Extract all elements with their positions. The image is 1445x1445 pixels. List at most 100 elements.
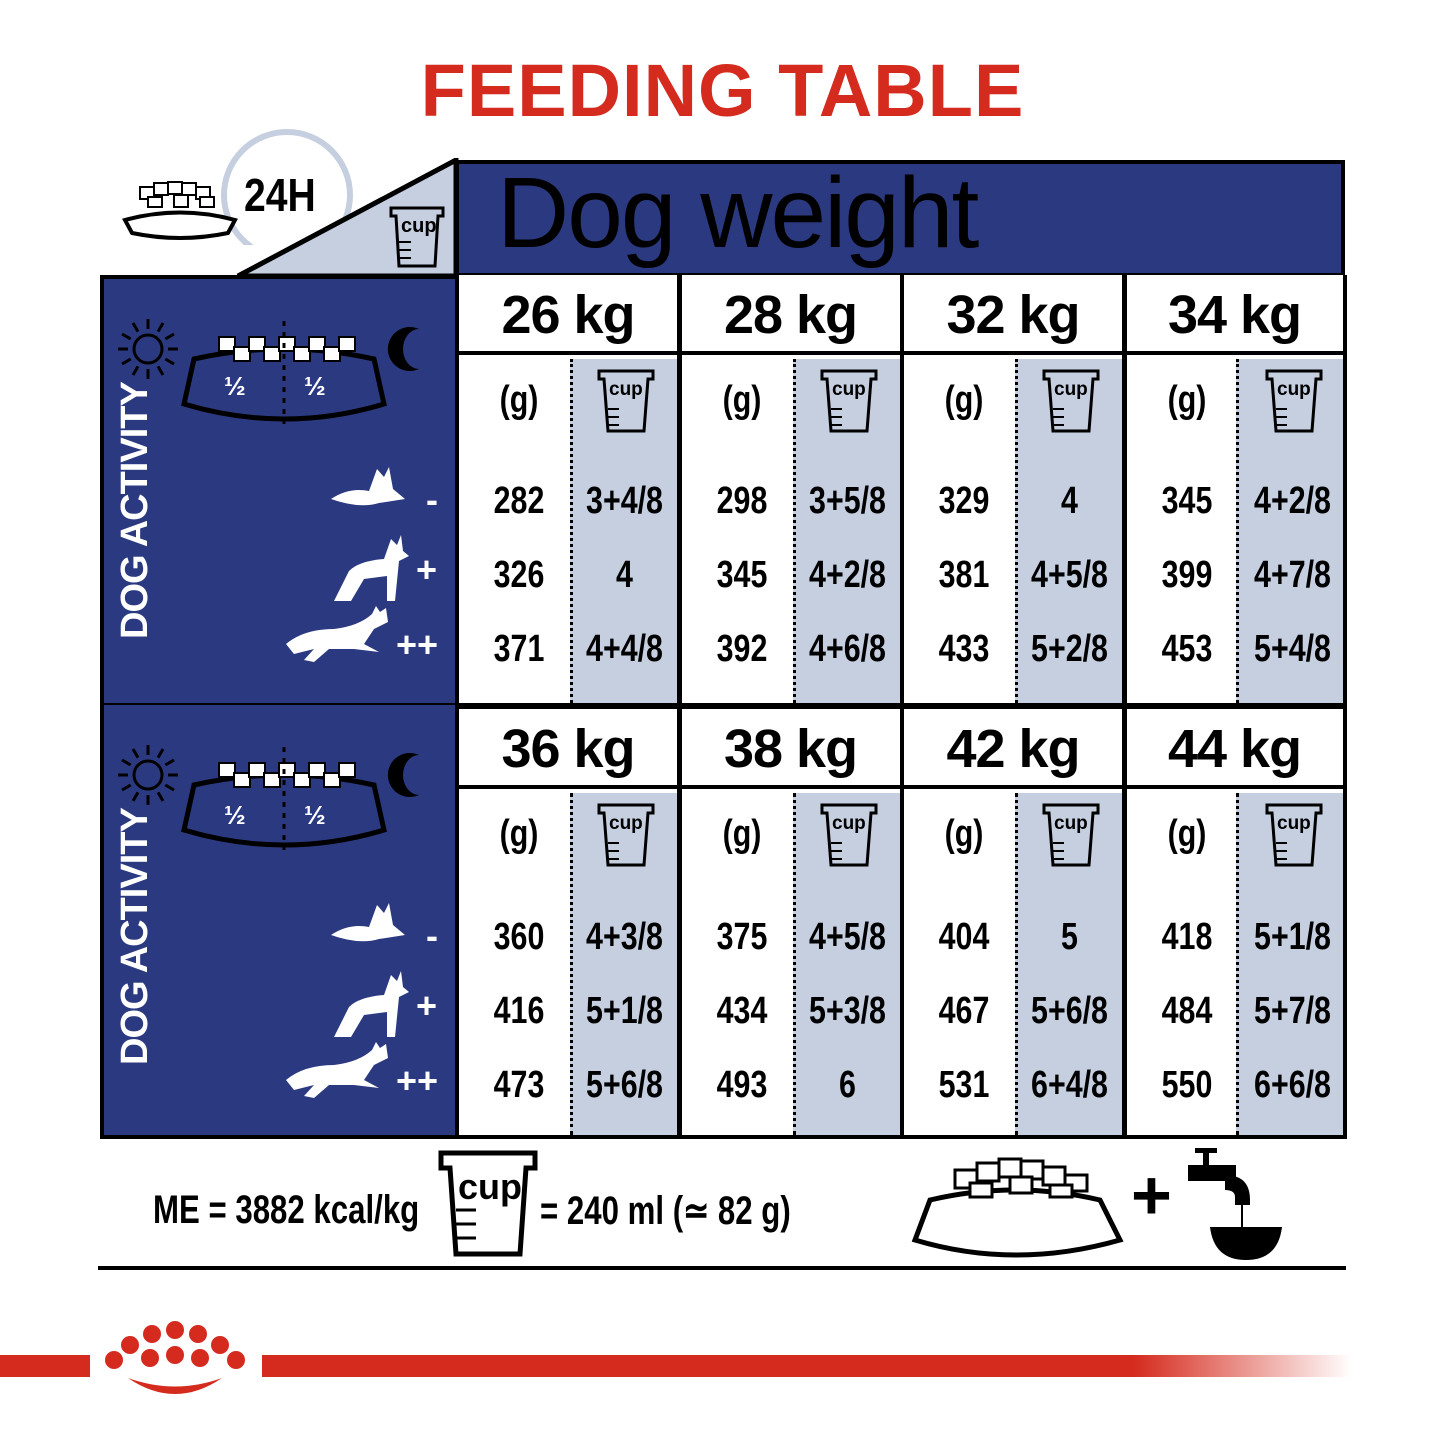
cups-value: 4+6/8 [808, 628, 886, 670]
weight-column: 42 kg (g) cup 404 5 467 5+6/8 531 6+4/8 [900, 705, 1126, 1139]
cups-value: 4+5/8 [808, 916, 886, 958]
cups-value: 6 [838, 1064, 856, 1106]
grams-value: 375 [716, 916, 767, 958]
weight-header: 32 kg [904, 275, 1122, 355]
activity-level-0: - [426, 915, 438, 956]
activity-level-1: + [416, 985, 438, 1026]
cups-value: 4+2/8 [808, 554, 886, 596]
footer-cup-label: cup [458, 1166, 523, 1207]
grams-column-header: (g) [1167, 379, 1206, 421]
royal-canin-crown-logo [105, 1321, 245, 1394]
activity-panel: ½ ½ DOG ACTIVITY - + ++ [100, 705, 457, 1139]
cups-value: 3+5/8 [808, 480, 886, 522]
plus-sign: + [1131, 1156, 1172, 1234]
grams-value: 531 [938, 1064, 990, 1106]
half-label-night: ½ [304, 371, 326, 401]
dog-activity-low-icon [331, 903, 405, 942]
brand-bar-right [262, 1355, 1352, 1377]
grams-value: 550 [1161, 1064, 1212, 1106]
grams-column-header: (g) [499, 379, 539, 421]
energy-value: ME = 3882 kcal/kg [153, 1188, 420, 1232]
cups-value: 5 [1061, 916, 1078, 958]
dog-activity-high-icon [286, 606, 388, 662]
cups-value: 5+1/8 [1253, 916, 1331, 958]
clock-bowl-icon [122, 129, 353, 245]
cup-column [792, 793, 900, 1135]
cup-icon: cup [1265, 369, 1323, 438]
weight-header: 28 kg [681, 275, 900, 355]
cups-value: 5+6/8 [1031, 990, 1108, 1032]
cup-icon: cup [1042, 369, 1100, 438]
grams-value: 433 [938, 628, 990, 670]
dog-activity-high-icon [286, 1042, 388, 1098]
grams-value: 467 [938, 990, 990, 1032]
activity-level-2: ++ [396, 1060, 439, 1101]
cup-icon: cup [820, 369, 878, 438]
cup-icon [438, 1150, 538, 1257]
cup-column [1015, 793, 1122, 1135]
half-label-day: ½ [224, 371, 246, 401]
grams-column-header: (g) [944, 813, 984, 855]
footer-divider [98, 1266, 1346, 1270]
dog-activity-label: DOG ACTIVITY [114, 808, 156, 1065]
cups-value: 4+5/8 [1031, 554, 1108, 596]
weight-column: 44 kg (g) cup 418 5+1/8 484 5+7/8 550 6+… [1122, 705, 1347, 1139]
weight-header: 36 kg [459, 709, 677, 789]
dog-activity-label: DOG ACTIVITY [114, 382, 156, 639]
grams-value: 345 [1161, 480, 1212, 522]
grams-column-header: (g) [944, 379, 984, 421]
grams-value: 484 [1161, 990, 1212, 1032]
cups-value: 4 [616, 554, 633, 596]
cups-value: 5+3/8 [808, 990, 886, 1032]
cups-value: 5+1/8 [586, 990, 663, 1032]
cups-value: 4+3/8 [586, 916, 663, 958]
svg-text:cup: cup [609, 379, 643, 400]
grams-column-header: (g) [722, 813, 761, 855]
cup-icon: cup [1042, 803, 1100, 872]
grams-value: 326 [493, 554, 545, 596]
activity-level-0: - [426, 479, 438, 520]
cups-value: 3+4/8 [586, 480, 663, 522]
grams-value: 392 [716, 628, 767, 670]
activity-level-1: + [416, 549, 438, 590]
cups-value: 6+6/8 [1253, 1064, 1331, 1106]
cup-label: cup [401, 215, 437, 237]
weight-header: 26 kg [459, 275, 677, 355]
grams-value: 371 [493, 628, 545, 670]
cups-value: 4+4/8 [586, 628, 663, 670]
weight-header: 42 kg [904, 709, 1122, 789]
half-label-night: ½ [304, 800, 326, 830]
grams-value: 345 [716, 554, 767, 596]
weight-header: 34 kg [1126, 275, 1343, 355]
activity-panel: ½ ½ DOG ACTIVITY - + ++ [100, 275, 457, 707]
cup-column [570, 359, 677, 703]
day-night-bowl-icon [118, 745, 419, 850]
cup-column [1235, 359, 1343, 703]
cup-icon: cup [597, 803, 655, 872]
cup-icon: cup [1265, 803, 1323, 872]
cups-value: 5+2/8 [1031, 628, 1108, 670]
grams-value: 360 [493, 916, 545, 958]
cup-column [792, 359, 900, 703]
dog-weight-header: Dog weight [455, 157, 1345, 277]
weight-header: 38 kg [681, 709, 900, 789]
weight-column: 38 kg (g) cup 375 4+5/8 434 5+3/8 493 6 [677, 705, 904, 1139]
page-title: FEEDING TABLE [420, 49, 1025, 132]
grams-value: 404 [938, 916, 990, 958]
grams-column-header: (g) [499, 813, 539, 855]
weight-column: 26 kg (g) cup 282 3+4/8 326 4 371 4+4/8 [455, 275, 681, 707]
cups-value: 4+2/8 [1253, 480, 1331, 522]
cups-value: 5+7/8 [1253, 990, 1331, 1032]
grams-value: 418 [1161, 916, 1212, 958]
activity-level-2: ++ [396, 624, 439, 665]
half-label-day: ½ [224, 800, 246, 830]
weight-column: 34 kg (g) cup 345 4+2/8 399 4+7/8 453 5+… [1122, 275, 1347, 707]
weight-column: 32 kg (g) cup 329 4 381 4+5/8 433 5+2/8 [900, 275, 1126, 707]
grams-value: 399 [1161, 554, 1212, 596]
grams-value: 434 [716, 990, 767, 1032]
grams-value: 381 [938, 554, 990, 596]
grams-value: 453 [1161, 628, 1212, 670]
bowl-water-icon [911, 1148, 1282, 1260]
cups-value: 5+6/8 [586, 1064, 663, 1106]
cup-equivalence: = 240 ml (≃ 82 g) [540, 1189, 791, 1233]
